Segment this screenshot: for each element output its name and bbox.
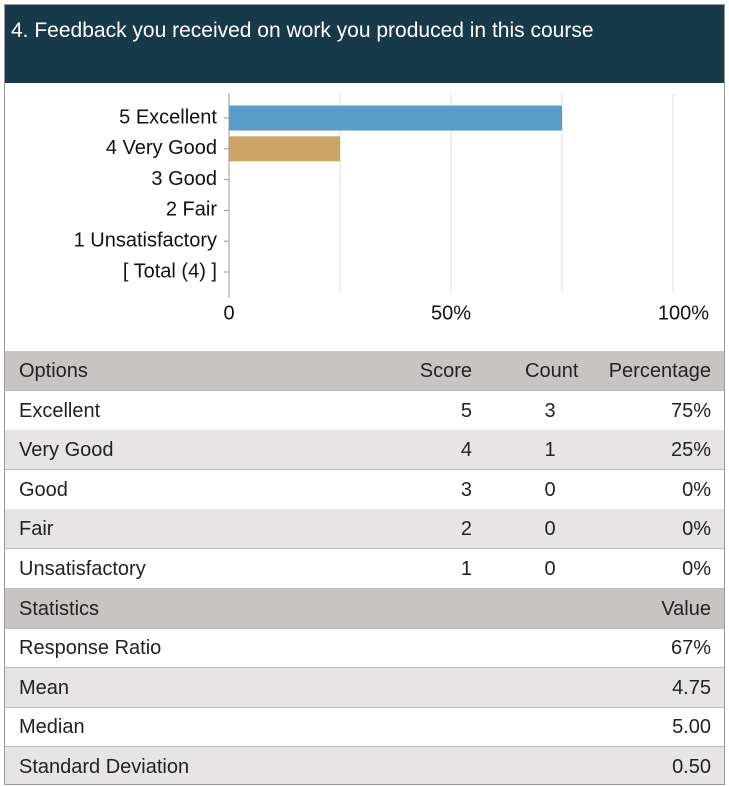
y-tick-label: 4 Very Good xyxy=(106,137,217,159)
cell: 3 xyxy=(544,399,556,422)
cell: Unsatisfactory xyxy=(19,558,146,580)
y-tick-label: [ Total (4) ] xyxy=(123,260,217,282)
bar xyxy=(229,136,340,162)
cell: 0% xyxy=(682,478,711,501)
table-row: Good 3 0 0% xyxy=(5,470,724,510)
question-title: 4. Feedback you received on work you pro… xyxy=(11,19,594,42)
cell: 67% xyxy=(670,637,711,660)
cell: 0% xyxy=(682,558,711,580)
table-row: Response Ratio 67% xyxy=(5,628,724,669)
cell: 5.00 xyxy=(672,716,711,739)
cell: 1 xyxy=(544,439,556,462)
question-header: 4. Feedback you received on work you pro… xyxy=(5,5,724,83)
table-row: Standard Deviation 0.50 xyxy=(5,747,724,784)
table-row: Fair 2 0 0% xyxy=(5,509,724,550)
table-row: Unsatisfactory 1 0 0% xyxy=(5,549,724,589)
cell: 5 xyxy=(460,399,472,422)
cell: Median xyxy=(19,716,85,739)
cell: 3 xyxy=(460,478,472,501)
cell: Very Good xyxy=(19,439,114,462)
cell: 4 xyxy=(460,439,472,462)
cell: 4.75 xyxy=(672,676,711,699)
y-tick-label: 1 Unsatisfactory xyxy=(74,229,217,251)
cell: 0 xyxy=(544,518,556,541)
cell: 0 xyxy=(544,558,556,580)
y-tick-label: 2 Fair xyxy=(166,199,217,221)
cell: Excellent xyxy=(19,399,101,422)
cell: 0% xyxy=(682,518,711,541)
cell: Value xyxy=(661,597,711,620)
cell: Options xyxy=(19,360,88,382)
table-header: Options Score Count Percentage xyxy=(5,351,724,391)
table-row: Very Good 4 1 25% xyxy=(5,430,724,471)
cell: 0.50 xyxy=(672,756,711,778)
cell: Response Ratio xyxy=(19,637,162,660)
cell: Fair xyxy=(19,518,54,541)
y-tick-label: 3 Good xyxy=(151,168,217,190)
cell: Percentage xyxy=(608,360,711,382)
x-tick-label: 0 xyxy=(223,302,234,324)
bar xyxy=(229,105,562,131)
table-row: Median 5.00 xyxy=(5,707,724,748)
table-header: Statistics Value xyxy=(5,588,724,629)
cell: Mean xyxy=(19,676,70,699)
cell: Good xyxy=(19,478,68,501)
x-tick-label: 100% xyxy=(658,302,709,324)
cell: 25% xyxy=(670,439,711,462)
x-tick-label: 50% xyxy=(431,302,471,324)
cell: 75% xyxy=(670,399,711,422)
y-tick-label: 5 Excellent xyxy=(119,106,217,128)
chart: 0 50% 100% 5 Excellent 4 Very Good 3 Good 2 Fa… xyxy=(74,93,709,324)
cell: Statistics xyxy=(19,597,100,620)
cell: 2 xyxy=(460,518,472,541)
table-row: Excellent 5 3 75% xyxy=(5,391,724,431)
report-panel: 4. Feedback you received on work you pro… xyxy=(4,4,725,785)
cell: 0 xyxy=(544,478,556,501)
cell: 1 xyxy=(460,558,472,580)
table-row: Mean 4.75 xyxy=(5,667,724,708)
cell: Count xyxy=(525,360,579,382)
cell: Score xyxy=(419,360,472,382)
cell: Standard Deviation xyxy=(19,756,190,778)
